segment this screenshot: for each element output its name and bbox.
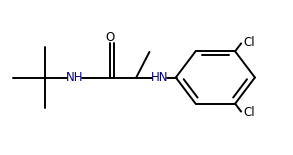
Text: O: O [106, 31, 115, 44]
Text: Cl: Cl [243, 36, 255, 49]
Text: NH: NH [66, 71, 84, 84]
Text: HN: HN [151, 71, 168, 84]
Text: Cl: Cl [243, 106, 255, 119]
